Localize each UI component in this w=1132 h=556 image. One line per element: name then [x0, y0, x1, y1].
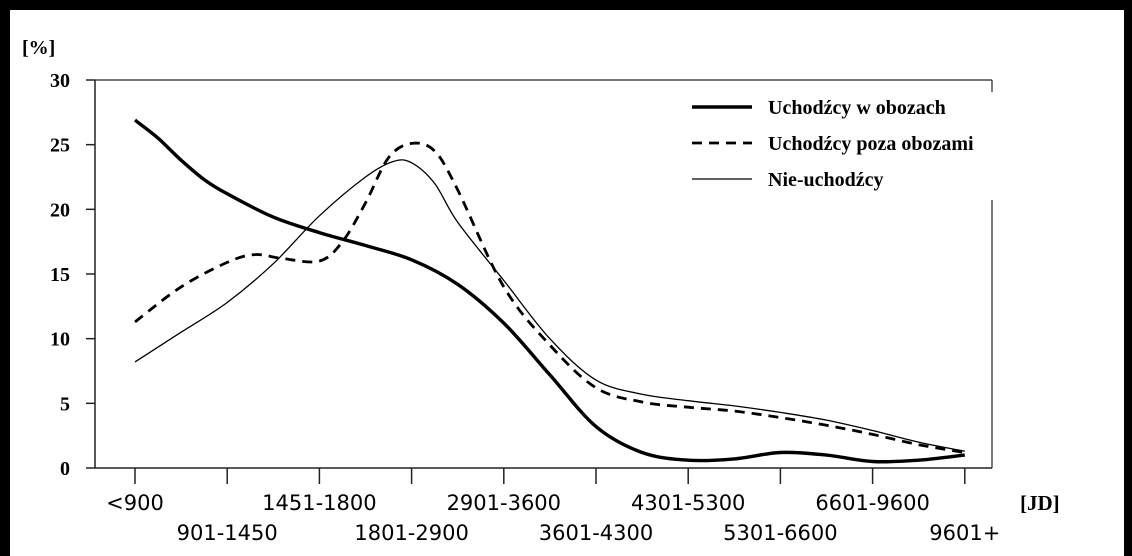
- y-tick-label: 30: [50, 70, 70, 92]
- x-tick-label: 2901-3600: [447, 491, 561, 515]
- x-tick-label: 1801-2900: [354, 521, 468, 545]
- x-tick-label: 4301-5300: [631, 491, 745, 515]
- ticks: 0 5 10 15 20 25 30 <900 901-1450 1451-1800 1801-29…: [50, 70, 1000, 545]
- y-tick-label: 25: [50, 135, 70, 157]
- series-line-2: [134, 141, 966, 454]
- x-tick-label: 5301-6600: [723, 521, 837, 545]
- legend-label: Nie-uchodźcy: [768, 169, 884, 191]
- series-lines: [133, 118, 966, 464]
- series-line-3: [134, 159, 965, 452]
- x-tick-label: 6601-9600: [815, 491, 929, 515]
- y-tick-label: 10: [50, 329, 70, 351]
- y-axis-label: [%]: [22, 37, 55, 59]
- legend: Uchodźcy w obozach Uchodźcy poza obozami N…: [680, 92, 1120, 200]
- x-tick-label: 901-1450: [177, 521, 278, 545]
- y-tick-label: 15: [50, 264, 70, 286]
- x-tick-label: 3601-4300: [539, 521, 653, 545]
- y-tick-label: 20: [50, 199, 70, 221]
- x-tick-label: <900: [106, 491, 164, 515]
- y-tick-label: 0: [60, 458, 70, 480]
- legend-label: Uchodźcy w obozach: [768, 97, 946, 119]
- legend-label: Uchodźcy poza obozami: [768, 133, 974, 155]
- x-tick-label: 9601+: [929, 521, 1000, 545]
- y-tick-label: 5: [60, 393, 70, 415]
- x-tick-label: 1451-1800: [262, 491, 376, 515]
- x-axis-label: [JD]: [1020, 491, 1060, 515]
- series-line-1: [133, 118, 965, 464]
- legend-background: [680, 92, 1120, 200]
